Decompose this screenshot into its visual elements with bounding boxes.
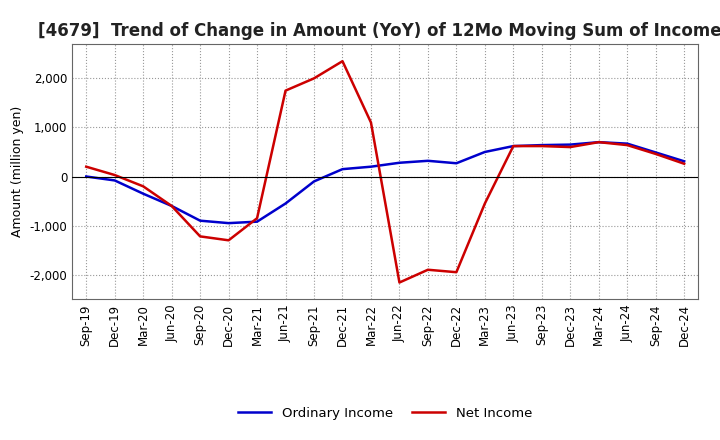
Ordinary Income bbox=[282, 201, 290, 206]
Ordinary Income bbox=[566, 142, 575, 147]
Title: [4679]  Trend of Change in Amount (YoY) of 12Mo Moving Sum of Incomes: [4679] Trend of Change in Amount (YoY) o… bbox=[38, 22, 720, 40]
Net Income bbox=[253, 216, 261, 221]
Net Income bbox=[225, 238, 233, 243]
Y-axis label: Amount (million yen): Amount (million yen) bbox=[11, 106, 24, 237]
Ordinary Income bbox=[452, 161, 461, 166]
Net Income bbox=[310, 76, 318, 81]
Ordinary Income bbox=[310, 179, 318, 184]
Ordinary Income bbox=[595, 139, 603, 145]
Net Income bbox=[423, 267, 432, 272]
Ordinary Income bbox=[196, 218, 204, 224]
Ordinary Income bbox=[480, 149, 489, 154]
Net Income bbox=[139, 183, 148, 189]
Ordinary Income bbox=[225, 220, 233, 226]
Net Income bbox=[338, 59, 347, 64]
Net Income bbox=[395, 280, 404, 285]
Net Income bbox=[509, 143, 518, 149]
Net Income bbox=[595, 139, 603, 145]
Ordinary Income bbox=[680, 159, 688, 164]
Net Income bbox=[82, 164, 91, 169]
Ordinary Income bbox=[338, 166, 347, 172]
Net Income bbox=[167, 203, 176, 209]
Ordinary Income bbox=[167, 203, 176, 209]
Line: Ordinary Income: Ordinary Income bbox=[86, 142, 684, 223]
Ordinary Income bbox=[623, 141, 631, 146]
Ordinary Income bbox=[423, 158, 432, 163]
Net Income bbox=[623, 143, 631, 148]
Ordinary Income bbox=[509, 143, 518, 149]
Ordinary Income bbox=[537, 143, 546, 148]
Ordinary Income bbox=[366, 164, 375, 169]
Ordinary Income bbox=[82, 174, 91, 179]
Net Income bbox=[110, 172, 119, 178]
Net Income bbox=[366, 120, 375, 125]
Net Income bbox=[480, 201, 489, 206]
Net Income bbox=[566, 144, 575, 150]
Net Income bbox=[537, 143, 546, 149]
Line: Net Income: Net Income bbox=[86, 61, 684, 282]
Ordinary Income bbox=[253, 219, 261, 224]
Net Income bbox=[652, 151, 660, 157]
Ordinary Income bbox=[395, 160, 404, 165]
Ordinary Income bbox=[652, 150, 660, 155]
Net Income bbox=[452, 270, 461, 275]
Ordinary Income bbox=[139, 191, 148, 196]
Ordinary Income bbox=[110, 178, 119, 183]
Net Income bbox=[196, 234, 204, 239]
Net Income bbox=[680, 161, 688, 166]
Legend: Ordinary Income, Net Income: Ordinary Income, Net Income bbox=[233, 402, 538, 425]
Net Income bbox=[282, 88, 290, 93]
